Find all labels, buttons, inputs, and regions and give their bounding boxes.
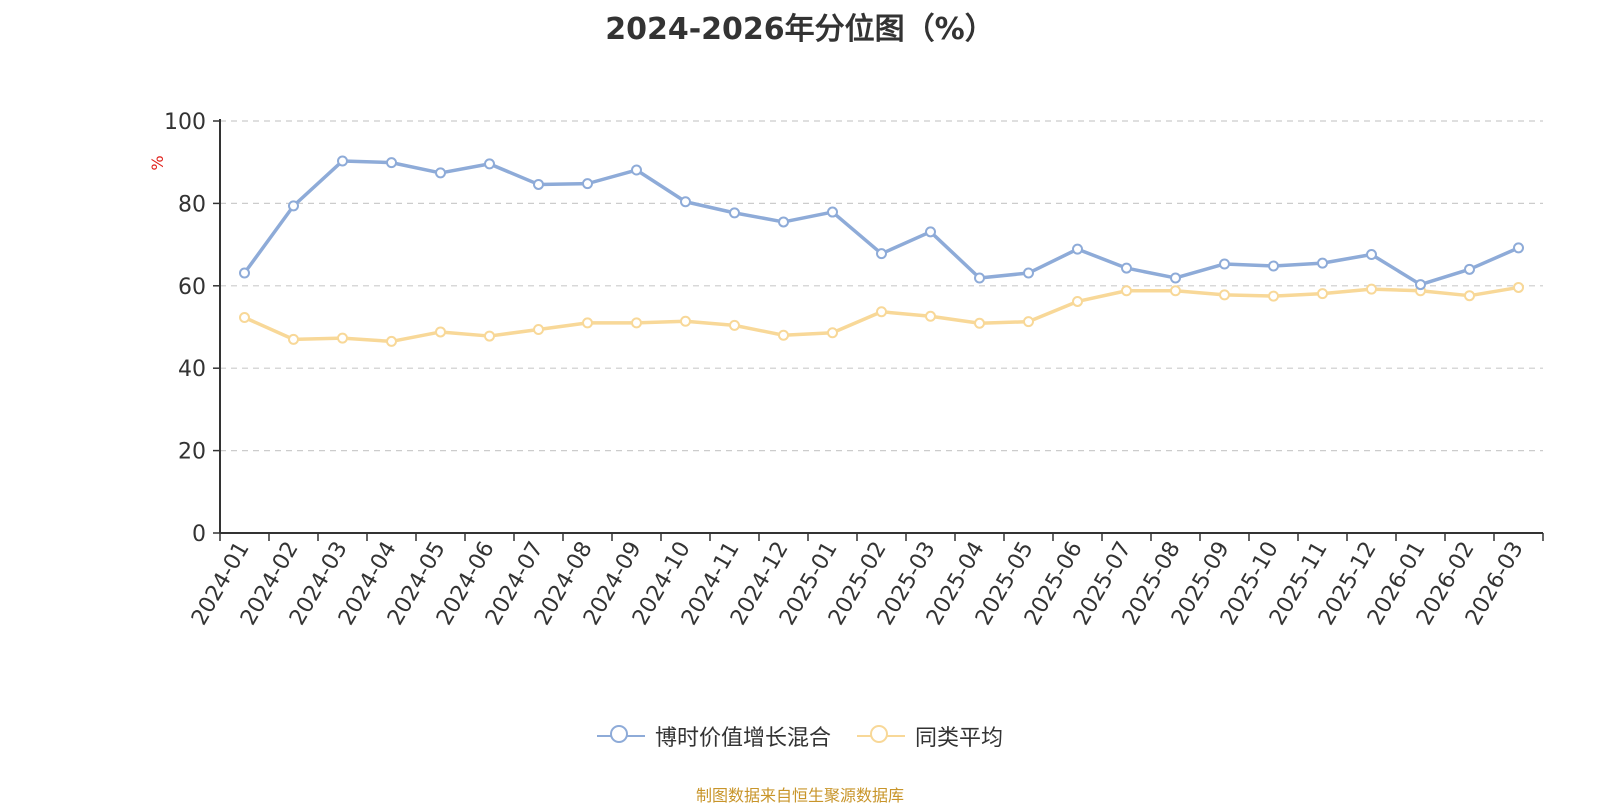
data-point[interactable] <box>1023 267 1034 279</box>
data-point[interactable] <box>925 310 936 322</box>
data-point[interactable] <box>1464 290 1475 302</box>
data-point[interactable] <box>1072 295 1083 307</box>
data-point[interactable] <box>288 200 299 212</box>
y-axis-label: % <box>148 155 167 170</box>
data-point[interactable] <box>533 323 544 335</box>
data-point[interactable] <box>435 167 446 179</box>
data-point[interactable] <box>631 317 642 329</box>
chart-title: 2024-2026年分位图（%） <box>605 12 995 47</box>
data-point[interactable] <box>484 158 495 170</box>
data-point[interactable] <box>1121 262 1132 274</box>
data-point[interactable] <box>435 326 446 338</box>
data-point[interactable] <box>631 164 642 176</box>
data-point[interactable] <box>1513 281 1524 293</box>
data-point[interactable] <box>582 178 593 190</box>
legend-label: 博时价值增长混合 <box>654 726 831 751</box>
data-point[interactable] <box>533 178 544 190</box>
data-point[interactable] <box>337 155 348 167</box>
data-point[interactable] <box>386 157 397 169</box>
y-tick-label: 100 <box>164 110 206 135</box>
legend-label: 同类平均 <box>915 726 1004 751</box>
data-point[interactable] <box>729 319 740 331</box>
data-point[interactable] <box>1268 260 1279 272</box>
data-point[interactable] <box>1072 243 1083 255</box>
y-tick-label: 40 <box>178 357 206 382</box>
data-point[interactable] <box>1170 285 1181 297</box>
data-point[interactable] <box>1317 257 1328 269</box>
data-point[interactable] <box>778 216 789 228</box>
data-point[interactable] <box>974 272 985 284</box>
data-point[interactable] <box>1219 289 1230 301</box>
data-point[interactable] <box>778 329 789 341</box>
data-point[interactable] <box>680 315 691 327</box>
data-point[interactable] <box>1317 288 1328 300</box>
y-tick-label: 80 <box>178 192 206 217</box>
legend: 博时价值增长混合 同类平均 <box>0 720 1600 752</box>
data-point[interactable] <box>876 248 887 260</box>
data-point[interactable] <box>1366 283 1377 295</box>
data-point[interactable] <box>827 206 838 218</box>
data-point[interactable] <box>1464 263 1475 275</box>
data-point[interactable] <box>239 267 250 279</box>
data-point[interactable] <box>1170 272 1181 284</box>
legend-item-series-1[interactable]: 博时价值增长混合 <box>596 720 831 752</box>
data-point[interactable] <box>1121 285 1132 297</box>
data-point[interactable] <box>582 317 593 329</box>
data-point[interactable] <box>1366 248 1377 260</box>
data-point[interactable] <box>484 330 495 342</box>
data-point[interactable] <box>680 196 691 208</box>
data-point[interactable] <box>337 332 348 344</box>
data-point[interactable] <box>827 327 838 339</box>
legend-marker-icon <box>857 724 905 748</box>
data-point[interactable] <box>729 207 740 219</box>
y-tick-label: 20 <box>178 440 206 465</box>
data-point[interactable] <box>1415 279 1426 291</box>
y-tick-label: 60 <box>178 275 206 300</box>
y-tick-label: 0 <box>192 522 206 547</box>
data-point[interactable] <box>1219 258 1230 270</box>
legend-marker-icon <box>596 724 645 748</box>
data-point[interactable] <box>974 317 985 329</box>
data-point[interactable] <box>925 226 936 238</box>
data-point[interactable] <box>1268 290 1279 302</box>
data-point[interactable] <box>288 333 299 345</box>
data-point[interactable] <box>386 335 397 347</box>
data-point[interactable] <box>239 312 250 324</box>
source-note: 制图数据来自恒生聚源数据库 <box>695 786 904 805</box>
data-point[interactable] <box>1513 242 1524 254</box>
legend-item-series-2[interactable]: 同类平均 <box>857 720 1003 752</box>
series-line <box>243 159 1520 287</box>
data-point[interactable] <box>876 306 887 318</box>
data-point[interactable] <box>1023 316 1034 328</box>
